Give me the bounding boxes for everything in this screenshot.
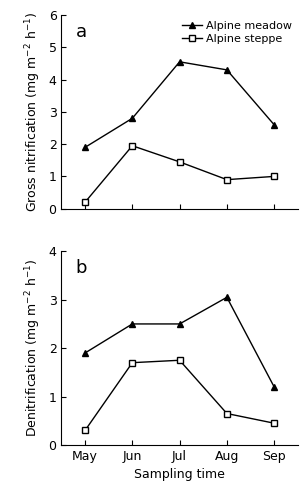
Alpine steppe (130, 360, 134, 366)
Alpine meadow (83, 350, 87, 356)
Alpine steppe (178, 358, 181, 364)
Alpine steppe (225, 410, 229, 416)
Alpine steppe (83, 428, 87, 434)
Alpine meadow (178, 59, 181, 65)
Alpine meadow (272, 384, 276, 390)
Line: Alpine meadow: Alpine meadow (82, 294, 278, 390)
Y-axis label: Gross nitrification (mg m$^{-2}$ h$^{-1}$): Gross nitrification (mg m$^{-2}$ h$^{-1}… (23, 12, 43, 212)
Text: b: b (76, 259, 87, 277)
Alpine meadow (130, 116, 134, 121)
Alpine meadow (225, 294, 229, 300)
Line: Alpine steppe: Alpine steppe (82, 357, 278, 434)
X-axis label: Sampling time: Sampling time (134, 468, 225, 481)
Alpine meadow (178, 321, 181, 327)
Y-axis label: Denitrification (mg m$^{-2}$ h$^{-1}$): Denitrification (mg m$^{-2}$ h$^{-1}$) (23, 259, 43, 437)
Alpine steppe (225, 176, 229, 182)
Alpine steppe (272, 174, 276, 180)
Alpine steppe (130, 142, 134, 148)
Alpine steppe (272, 420, 276, 426)
Alpine meadow (83, 144, 87, 150)
Alpine steppe (83, 199, 87, 205)
Alpine meadow (272, 122, 276, 128)
Text: a: a (76, 22, 87, 40)
Alpine meadow (225, 67, 229, 73)
Alpine meadow (130, 321, 134, 327)
Line: Alpine meadow: Alpine meadow (82, 58, 278, 151)
Legend: Alpine meadow, Alpine steppe: Alpine meadow, Alpine steppe (182, 20, 292, 44)
Alpine steppe (178, 159, 181, 165)
Line: Alpine steppe: Alpine steppe (82, 142, 278, 206)
